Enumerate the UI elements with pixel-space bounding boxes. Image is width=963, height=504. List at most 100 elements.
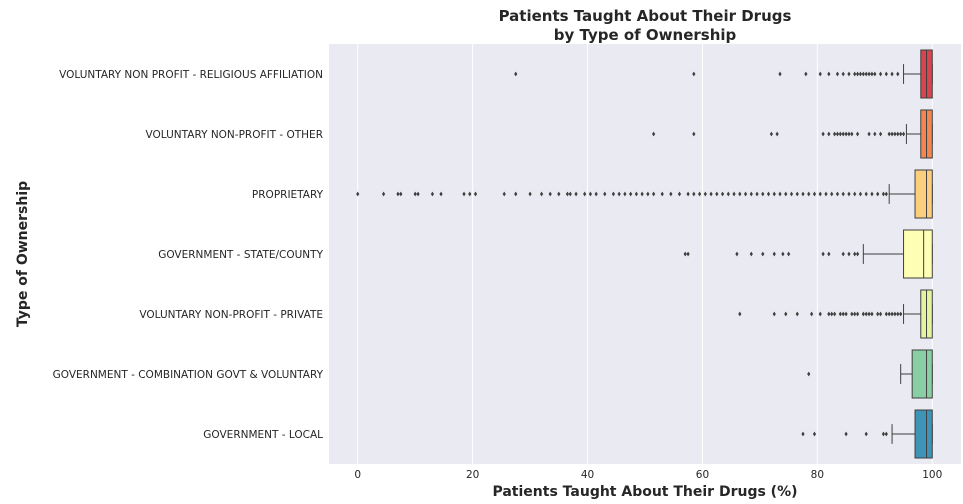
outlier-point xyxy=(778,191,782,197)
x-tick-label-80: 80 xyxy=(811,469,824,481)
outlier-point xyxy=(807,371,811,377)
outlier-point xyxy=(881,191,886,197)
outlier-point xyxy=(827,311,831,317)
outlier-point xyxy=(761,251,765,257)
outlier-point xyxy=(884,191,888,197)
outlier-point xyxy=(588,191,593,197)
outlier-point xyxy=(416,191,420,197)
outlier-point xyxy=(881,431,886,437)
outlier-point xyxy=(878,311,883,317)
outlier-point xyxy=(850,131,854,137)
outlier-point xyxy=(835,71,840,77)
outlier-point xyxy=(876,311,880,317)
outlier-point xyxy=(686,251,690,257)
box-group-3 xyxy=(683,229,933,279)
outlier-point xyxy=(818,191,822,197)
outlier-point xyxy=(864,191,868,197)
outlier-point xyxy=(755,191,759,197)
outlier-point xyxy=(439,191,443,197)
outlier-point xyxy=(812,191,817,197)
outlier-point xyxy=(844,311,848,317)
outlier-point xyxy=(784,191,788,197)
box-iqr xyxy=(911,349,933,399)
outlier-point xyxy=(565,191,570,197)
y-axis-label: Type of Ownership xyxy=(15,181,31,327)
x-tick-label-0: 0 xyxy=(354,469,361,481)
outlier-point xyxy=(864,431,868,437)
outlier-point xyxy=(853,191,857,197)
outlier-point xyxy=(835,131,840,137)
outlier-point xyxy=(896,131,900,137)
outlier-point xyxy=(858,71,863,77)
outlier-point xyxy=(603,191,607,197)
outlier-point xyxy=(669,191,673,197)
y-category-label-4: VOLUNTARY NON-PROFIT - PRIVATE xyxy=(139,309,323,321)
outlier-point xyxy=(462,191,466,197)
outlier-point xyxy=(787,251,791,257)
outlier-point xyxy=(430,191,435,197)
outlier-point xyxy=(841,131,845,137)
outlier-point xyxy=(827,131,831,137)
outlier-point xyxy=(749,251,753,257)
outlier-point xyxy=(660,191,664,197)
outlier-point xyxy=(652,131,656,137)
outlier-point xyxy=(867,311,871,317)
outlier-point xyxy=(646,191,650,197)
outlier-point xyxy=(548,191,552,197)
outlier-point xyxy=(801,191,805,197)
outlier-point xyxy=(677,191,682,197)
outlier-point xyxy=(887,311,891,317)
outlier-point xyxy=(726,191,730,197)
outlier-point xyxy=(703,191,707,197)
outlier-point xyxy=(884,431,888,437)
chart-title-line-2: by Type of Ownership xyxy=(554,26,737,44)
outlier-point xyxy=(692,71,696,77)
outlier-point xyxy=(867,71,871,77)
outlier-point xyxy=(853,71,857,77)
outlier-point xyxy=(890,131,894,137)
outlier-point xyxy=(795,311,799,317)
outlier-point xyxy=(818,71,822,77)
outlier-point xyxy=(766,191,771,197)
outlier-point xyxy=(899,311,903,317)
x-tick-label-100: 100 xyxy=(922,469,942,481)
outlier-point xyxy=(557,191,561,197)
outlier-point xyxy=(720,191,725,197)
outlier-point xyxy=(583,191,587,197)
outlier-point xyxy=(847,251,851,257)
outlier-point xyxy=(835,191,840,197)
outlier-point xyxy=(833,131,837,137)
outlier-point xyxy=(861,71,865,77)
box-group-5 xyxy=(807,349,933,399)
outlier-point xyxy=(356,191,360,197)
outlier-point xyxy=(801,431,805,437)
outlier-point xyxy=(899,131,903,137)
outlier-point xyxy=(381,191,386,197)
outlier-point xyxy=(735,251,739,257)
outlier-point xyxy=(861,311,865,317)
outlier-point xyxy=(838,131,842,137)
outlier-point xyxy=(795,191,799,197)
outlier-point xyxy=(709,191,713,197)
outlier-point xyxy=(844,131,848,137)
outlier-point xyxy=(867,131,871,137)
outlier-point xyxy=(884,311,888,317)
box-series xyxy=(356,49,933,459)
outlier-point xyxy=(812,431,817,437)
outlier-point xyxy=(692,191,696,197)
outlier-point xyxy=(896,71,900,77)
outlier-point xyxy=(629,191,633,197)
outlier-point xyxy=(473,191,478,197)
outlier-point xyxy=(821,251,825,257)
outlier-point xyxy=(749,191,753,197)
outlier-point xyxy=(781,251,785,257)
outlier-point xyxy=(692,131,696,137)
x-tick-label-60: 60 xyxy=(696,469,709,481)
outlier-point xyxy=(858,191,863,197)
outlier-point xyxy=(890,311,894,317)
outlier-point xyxy=(893,131,897,137)
outlier-point xyxy=(594,191,598,197)
outlier-point xyxy=(715,191,719,197)
outlier-point xyxy=(634,191,638,197)
